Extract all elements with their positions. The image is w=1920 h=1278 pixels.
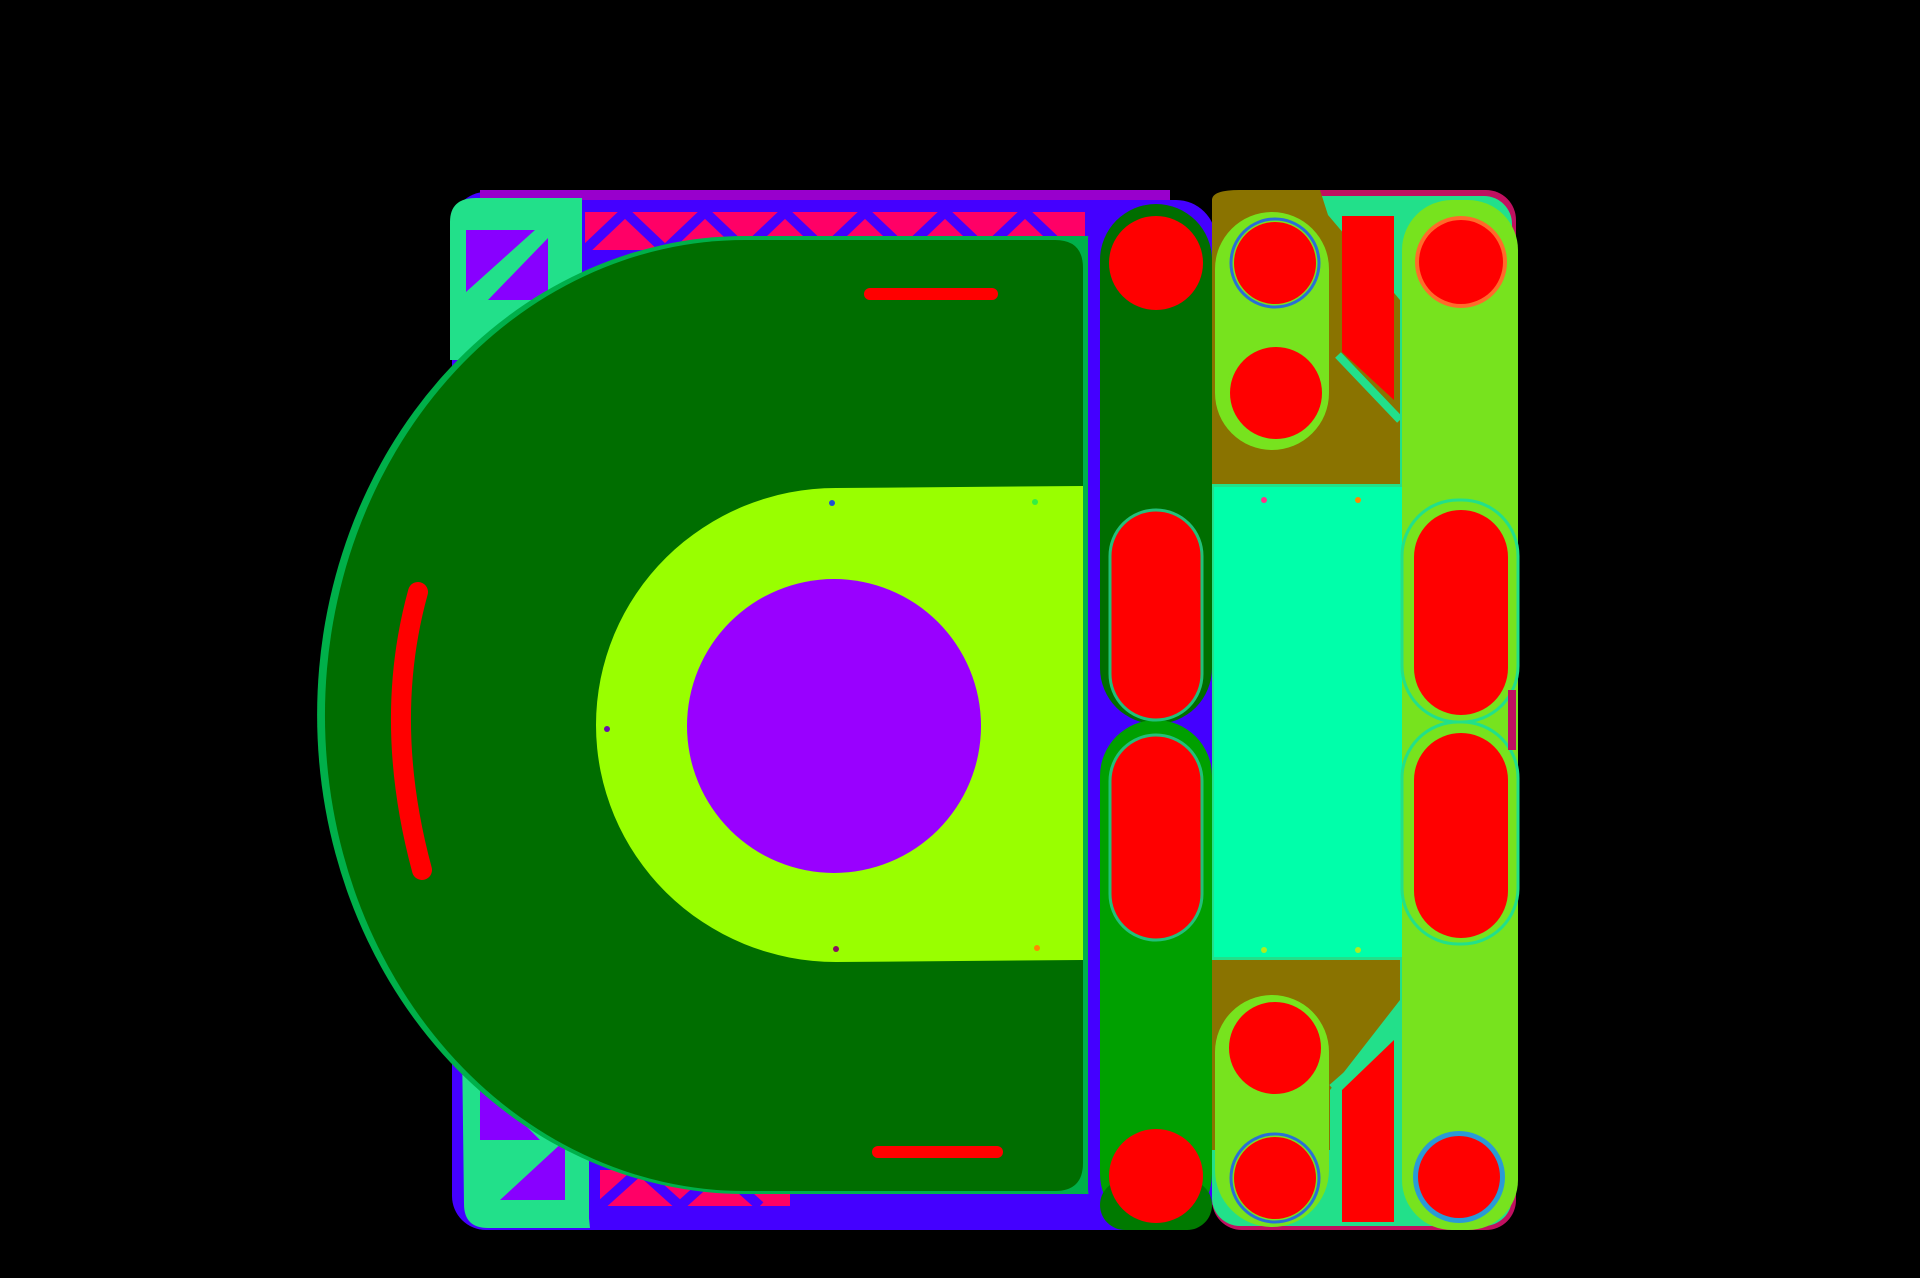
left-arc-slot bbox=[390, 582, 432, 880]
right-bottom-pin bbox=[1418, 1136, 1500, 1218]
linkage-block-icon bbox=[1212, 190, 1520, 1230]
spacer-dot-c bbox=[1261, 947, 1267, 953]
cradle-dot-bottom-b bbox=[1034, 945, 1040, 951]
frame-top-edge bbox=[480, 190, 1170, 200]
lower-red-bar bbox=[1342, 1040, 1394, 1222]
cradle-dot-top-a bbox=[829, 500, 835, 506]
bottom-left-corner-pocket-b bbox=[500, 1140, 565, 1200]
cradle-dot-top-b bbox=[1032, 499, 1038, 505]
bore-circle-icon bbox=[687, 579, 981, 873]
upper-bar-edge bbox=[1335, 352, 1403, 423]
aqua-spacer bbox=[1214, 487, 1402, 957]
lower-left-pin-2-ring bbox=[1229, 1132, 1321, 1224]
top-left-corner-pocket-b bbox=[488, 238, 548, 300]
column-slot-lower bbox=[1108, 733, 1204, 942]
upper-left-pin bbox=[1234, 222, 1316, 304]
column-pin-top bbox=[1109, 216, 1203, 310]
column-slot-upper bbox=[1108, 508, 1204, 722]
right-edge-accent bbox=[1508, 690, 1516, 750]
lower-left-pin-1 bbox=[1229, 1002, 1321, 1094]
spacer-dot-d bbox=[1355, 947, 1361, 953]
pin-column-icon bbox=[1088, 200, 1216, 1230]
right-slot-upper bbox=[1414, 510, 1508, 715]
lower-bar-edge bbox=[1329, 1026, 1401, 1092]
lower-left-pin-2 bbox=[1234, 1137, 1316, 1219]
top-left-corner-pocket-a bbox=[466, 230, 535, 292]
cradle-dot-bottom-a bbox=[833, 946, 839, 952]
upper-left-pin-ring bbox=[1229, 217, 1321, 309]
spacer-dot-b bbox=[1355, 497, 1361, 503]
cradle-dot-left bbox=[604, 726, 610, 732]
upper-red-bar bbox=[1342, 216, 1394, 400]
upper-left-pin-2-core bbox=[1230, 347, 1322, 439]
spacer-dot-a bbox=[1261, 497, 1267, 503]
right-slot-lower bbox=[1414, 733, 1508, 938]
column-pin-bottom bbox=[1109, 1129, 1203, 1223]
right-top-pin bbox=[1419, 220, 1503, 304]
cradle-assembly bbox=[596, 486, 1083, 962]
